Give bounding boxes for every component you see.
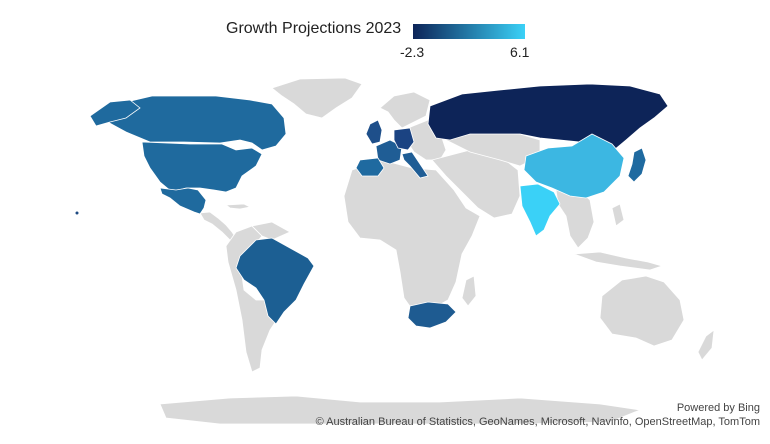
africa bbox=[343, 159, 481, 313]
country-uk bbox=[365, 119, 383, 145]
country-mexico bbox=[159, 187, 207, 215]
powered-by-label: Powered by Bing bbox=[676, 402, 760, 414]
scandinavia bbox=[379, 91, 431, 129]
legend-title: Growth Projections 2023 bbox=[226, 20, 402, 37]
country-spain bbox=[355, 157, 385, 177]
new-zealand bbox=[697, 329, 715, 361]
legend-min-label: -2.3 bbox=[400, 44, 425, 60]
country-germany bbox=[393, 127, 415, 151]
indonesia bbox=[573, 251, 664, 271]
country-china bbox=[523, 133, 625, 199]
highlighted-countries bbox=[89, 83, 669, 329]
country-india bbox=[519, 183, 561, 237]
antarctica bbox=[159, 395, 642, 425]
philippines bbox=[611, 203, 625, 227]
country-usa-alaska bbox=[89, 99, 141, 127]
country-usa bbox=[141, 141, 263, 193]
country-south-africa bbox=[407, 301, 457, 329]
legend-max-label: 6.1 bbox=[510, 44, 530, 60]
country-canada bbox=[103, 95, 287, 151]
south-america-north bbox=[251, 221, 291, 241]
legend-gradient-bar bbox=[413, 24, 525, 39]
central-america bbox=[199, 211, 237, 241]
gray-landmasses bbox=[159, 77, 715, 425]
country-japan bbox=[627, 147, 647, 183]
caribbean bbox=[224, 203, 252, 210]
country-brazil bbox=[235, 237, 315, 325]
legend-color-scale bbox=[413, 24, 525, 39]
country-italy bbox=[401, 151, 429, 179]
madagascar bbox=[461, 275, 477, 307]
australia bbox=[599, 275, 685, 347]
island-marker bbox=[75, 211, 79, 215]
map-attribution: © Australian Bureau of Statistics, GeoNa… bbox=[315, 416, 760, 428]
greenland bbox=[271, 77, 363, 119]
